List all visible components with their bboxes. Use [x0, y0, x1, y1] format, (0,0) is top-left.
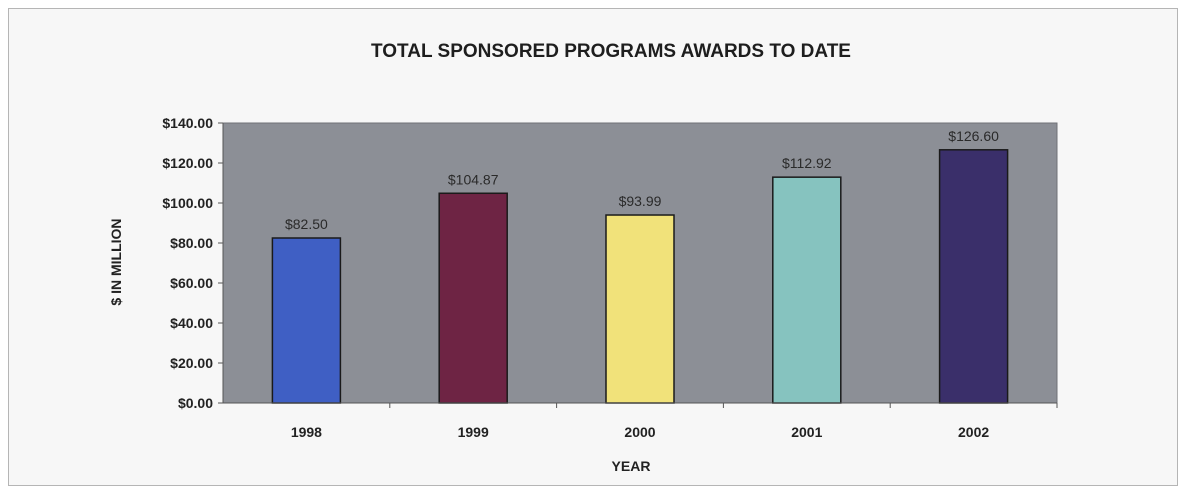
data-label-2000: $93.99: [619, 193, 662, 209]
bars: $82.50 $104.87 $93.99 $112.92 $126.60: [271, 128, 1009, 404]
bar-1999: [438, 192, 508, 404]
x-tick-label-1999: 1999: [458, 424, 489, 440]
bar-chart: TOTAL SPONSORED PROGRAMS AWARDS TO DATE …: [108, 41, 1058, 474]
y-tick-label: $20.00: [170, 355, 213, 371]
y-tick-label: $0.00: [178, 395, 213, 411]
bar-2002: [938, 149, 1009, 404]
y-tick-label: $100.00: [162, 195, 213, 211]
x-axis: 1998 1999 2000 2001 2002: [223, 402, 1058, 440]
x-tick-label-2002: 2002: [958, 424, 989, 440]
bar-2000: [605, 214, 675, 404]
bar-1998: [271, 237, 342, 404]
y-tick-label: $60.00: [170, 275, 213, 291]
data-label-2002: $126.60: [948, 128, 999, 144]
y-tick-label: $140.00: [162, 115, 213, 131]
x-axis-title: YEAR: [612, 458, 651, 474]
x-tick-label-2000: 2000: [624, 424, 655, 440]
y-tick-label: $40.00: [170, 315, 213, 331]
data-label-1998: $82.50: [285, 216, 328, 232]
chart-frame: TOTAL SPONSORED PROGRAMS AWARDS TO DATE …: [8, 8, 1178, 486]
data-label-2001: $112.92: [782, 155, 832, 171]
data-label-1999: $104.87: [448, 171, 499, 187]
x-tick-label-1998: 1998: [291, 424, 322, 440]
y-tick-label: $120.00: [162, 155, 213, 171]
y-tick-label: $80.00: [170, 235, 213, 251]
x-tick-label-2001: 2001: [791, 424, 822, 440]
y-axis-title: $ IN MILLION: [108, 218, 124, 305]
chart-title: TOTAL SPONSORED PROGRAMS AWARDS TO DATE: [371, 41, 851, 62]
y-axis: $0.00 $20.00 $40.00 $60.00 $80.00 $100.00 $120…: [162, 115, 224, 411]
bar-2001: [772, 176, 842, 404]
